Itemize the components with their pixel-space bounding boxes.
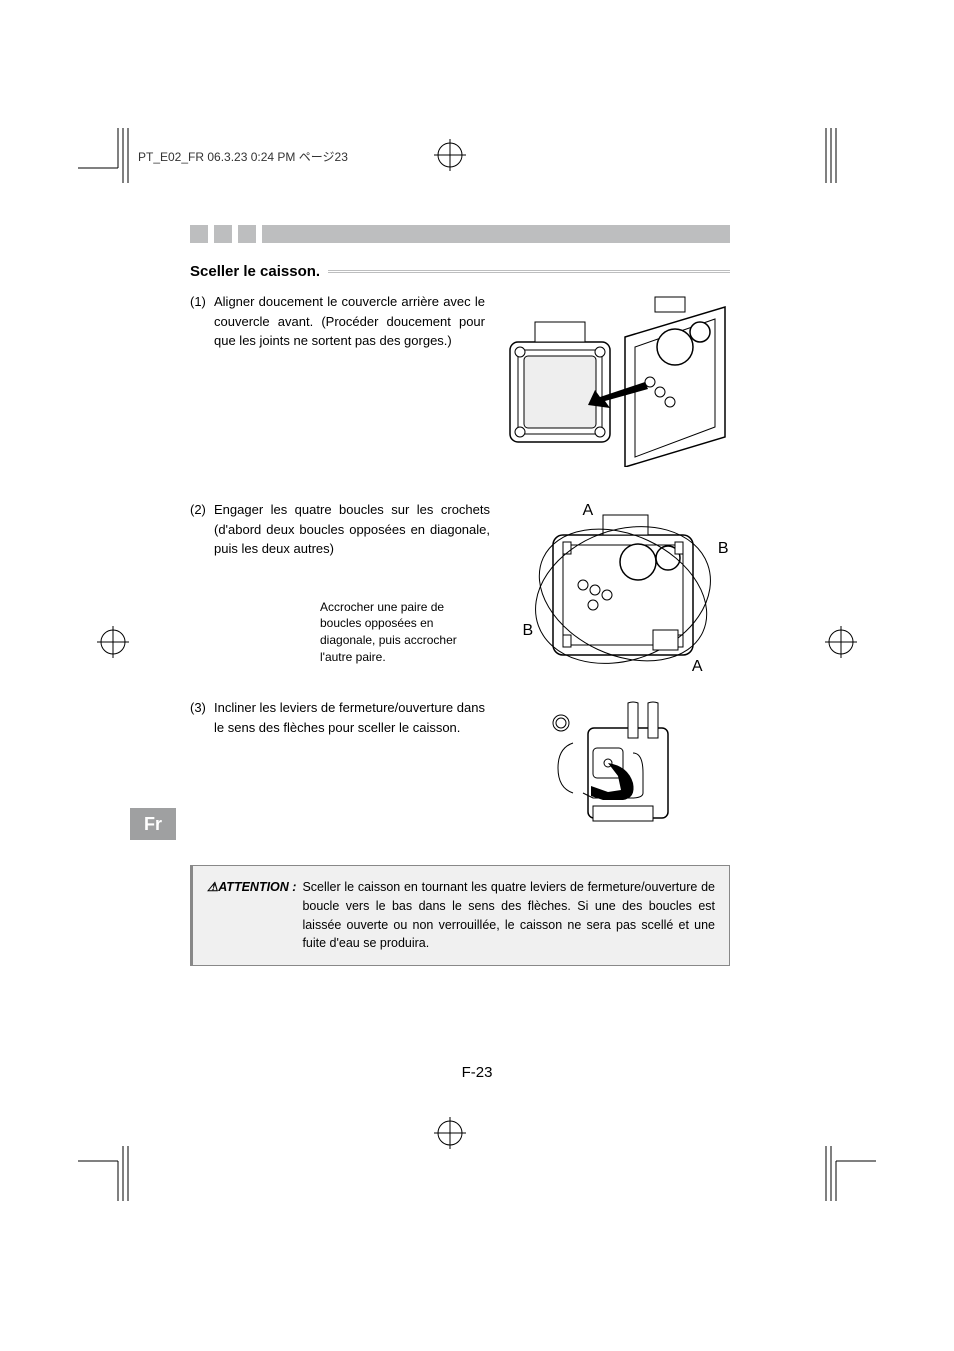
diagram-label-b2: B: [523, 622, 534, 640]
attention-text: Sceller le caisson en tournant les quatr…: [302, 878, 715, 953]
step-1-body: Aligner doucement le couvercle arrière a…: [214, 292, 485, 351]
registration-mark-bottom: [430, 1113, 470, 1156]
section-title-line: [328, 270, 730, 273]
step-2-num: (2): [190, 500, 214, 559]
step-3-body: Incliner les leviers de fermeture/ouvert…: [214, 698, 490, 737]
page-content: Sceller le caisson. (1) Aligner doucemen…: [190, 225, 730, 966]
step-1-diagram: [500, 292, 730, 470]
crop-mark-bl: [78, 1146, 133, 1201]
attention-label: ⚠ATTENTION :: [207, 878, 302, 953]
page-number: F-23: [0, 1064, 954, 1081]
section-title-text: Sceller le caisson.: [190, 263, 320, 280]
step-3-diagram: [533, 698, 703, 841]
header-file-info: PT_E02_FR 06.3.23 0:24 PM ページ23: [138, 148, 348, 165]
deco-bar: [262, 225, 730, 243]
crop-mark-tl: [78, 128, 133, 183]
registration-mark-top: [430, 135, 470, 178]
deco-square: [238, 225, 256, 243]
registration-mark-right: [821, 622, 861, 665]
step-2-note: Accrocher une paire de boucles opposées …: [320, 599, 480, 666]
step-2-diagram: A B B A: [513, 500, 723, 678]
diagram-label-a2: A: [692, 658, 703, 676]
section-title: Sceller le caisson.: [190, 263, 730, 280]
step-3-num: (3): [190, 698, 214, 737]
attention-box: ⚠ATTENTION : Sceller le caisson en tourn…: [190, 865, 730, 966]
step-1: (1) Aligner doucement le couvercle arriè…: [190, 292, 730, 470]
deco-square: [190, 225, 208, 243]
step-2-body: Engager les quatre boucles sur les croch…: [214, 500, 490, 559]
language-tab-fr: Fr: [130, 808, 176, 840]
registration-mark-left: [93, 622, 133, 665]
diagram-label-b1: B: [718, 540, 729, 558]
step-2: (2) Engager les quatre boucles sur les c…: [190, 500, 730, 678]
step-3: (3) Incliner les leviers de fermeture/ou…: [190, 698, 730, 841]
step-1-num: (1): [190, 292, 214, 351]
decorative-squares-bar: [190, 225, 730, 243]
crop-mark-tr: [821, 128, 876, 183]
crop-mark-br: [821, 1146, 876, 1201]
deco-square: [214, 225, 232, 243]
diagram-label-a1: A: [583, 502, 594, 520]
